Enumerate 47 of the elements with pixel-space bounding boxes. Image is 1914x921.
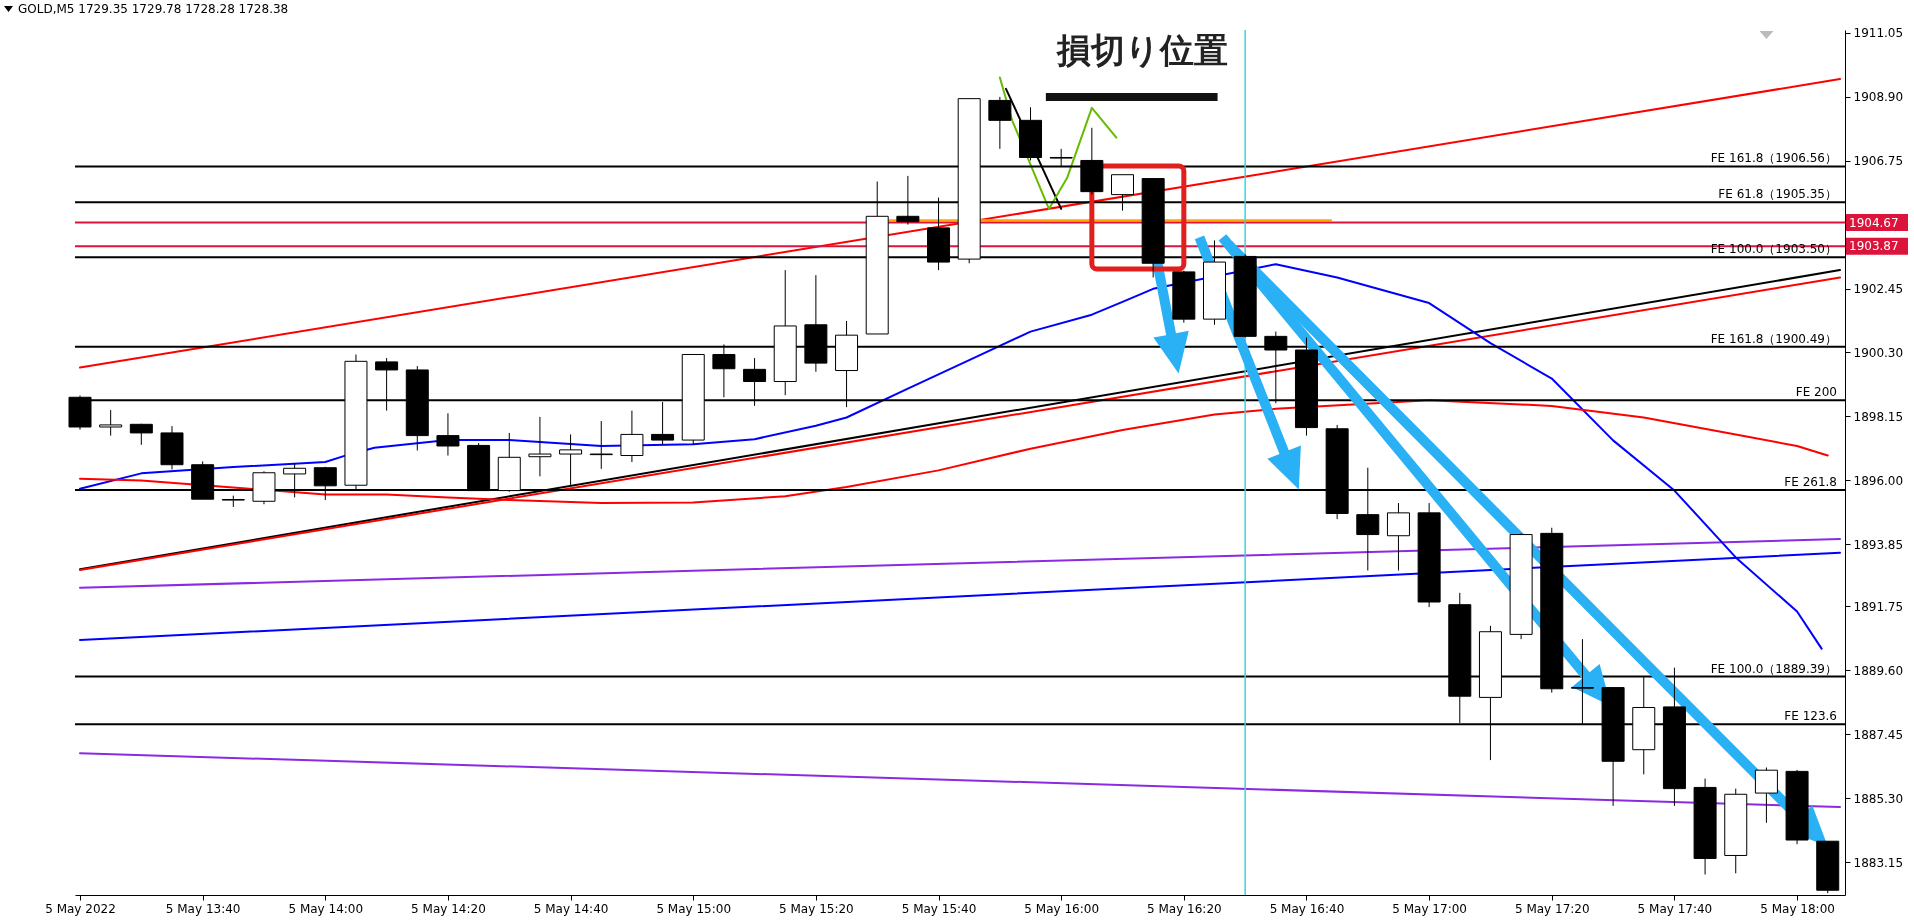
candlestick [1386, 502, 1410, 572]
x-tick-label: 5 May 14:00 [288, 901, 364, 916]
candlestick [620, 410, 644, 463]
ref-line-label: FE 200 [1795, 385, 1837, 400]
candlestick [589, 420, 613, 470]
y-tick-label: 1885.30 [1853, 791, 1904, 806]
ref-line-label: 1904.67 [1849, 215, 1899, 230]
annotation: 損切り位置 [1055, 30, 1228, 70]
x-tick-label: 5 May 14:40 [533, 901, 609, 916]
y-tick-label: 1889.60 [1853, 663, 1904, 678]
x-tick-label: 5 May 2022 [45, 901, 116, 916]
x-tick-label: 5 May 14:20 [411, 901, 486, 916]
x-tick-label: 5 May 13:40 [165, 901, 241, 916]
candlestick [1754, 767, 1778, 824]
y-tick-label: 1883.15 [1853, 855, 1904, 870]
x-tick-label: 5 May 15:40 [901, 901, 977, 916]
y-tick-label: 1887.45 [1853, 727, 1904, 742]
x-tick-label: 5 May 16:00 [1024, 901, 1100, 916]
y-tick-label: 1911.05 [1853, 26, 1904, 41]
x-tick-label: 5 May 17:00 [1392, 901, 1467, 916]
candlestick [436, 412, 460, 457]
y-tick-label: 1898.15 [1853, 409, 1904, 424]
ref-line-label: FE 161.8（1906.56） [1710, 151, 1837, 166]
candlestick [559, 433, 583, 486]
chart-title: GOLD,M5 1729.35 1729.78 1728.28 1728.38 [18, 2, 289, 16]
y-tick-label: 1900.30 [1853, 345, 1904, 360]
ref-line-label: FE 100.0（1889.39） [1710, 661, 1837, 676]
ref-line-label: FE 161.8（1900.49） [1710, 331, 1837, 346]
ref-line-label: FE 123.6 [1784, 709, 1837, 724]
x-tick-label: 5 May 15:00 [656, 901, 732, 916]
x-tick-label: 5 May 17:20 [1514, 901, 1590, 916]
x-tick-label: 5 May 16:40 [1269, 901, 1345, 916]
ref-line-label: FE 61.8（1905.35） [1718, 187, 1837, 202]
x-tick-label: 5 May 15:20 [779, 901, 854, 916]
y-tick-label: 1896.00 [1853, 473, 1904, 488]
x-tick-label: 5 May 18:00 [1760, 901, 1835, 916]
ref-line-label: FE 261.8 [1784, 474, 1837, 489]
candlestick [528, 416, 552, 477]
y-tick-label: 1891.75 [1853, 599, 1904, 614]
y-tick-label: 1893.85 [1853, 537, 1904, 552]
x-tick-label: 5 May 17:40 [1637, 901, 1713, 916]
y-tick-label: 1906.75 [1853, 154, 1904, 169]
x-tick-label: 5 May 16:20 [1147, 901, 1222, 916]
ref-line-label: 1903.87 [1849, 239, 1899, 254]
y-tick-label: 1902.45 [1853, 282, 1904, 297]
candlestick [99, 409, 123, 437]
y-tick-label: 1908.90 [1853, 90, 1904, 105]
